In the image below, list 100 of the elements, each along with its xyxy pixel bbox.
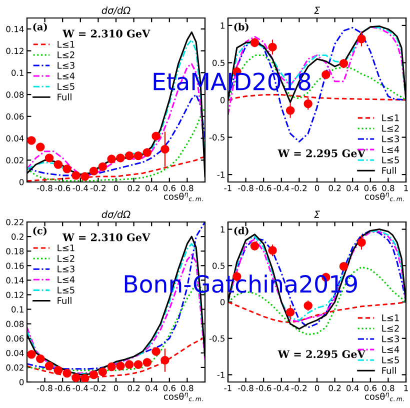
chart-title: dσ/dΩ [102,6,130,15]
x-tick-label: -0.6 [256,184,272,192]
y-tick-label: 0 [220,298,225,306]
legend-label: L≤1 [58,244,74,252]
y-tick-label: 0.12 [6,292,24,298]
legend-label: L≤4 [382,346,400,353]
y-tick-label: 0.18 [6,248,24,254]
y-tick-label: 0.08 [6,320,24,328]
x-tick-label: -0.8 [37,384,52,392]
y-tick-label: 0.04 [6,350,24,356]
chart-title: Σ [314,210,320,218]
legend-label: Full [58,297,72,304]
annotation: (a) [33,22,47,32]
annotation: W = 2.310 GeV [62,30,150,38]
x-tick-label: 0.8 [382,384,394,392]
legend-label: L≤2 [58,51,74,58]
y-tick-label: 0.5 [212,60,224,66]
y-tick-label: 0.06 [6,113,24,120]
x-tick-label: -0.4 [72,384,88,392]
x-tick-label: -0.4 [274,384,290,392]
x-tick-label: 0 [314,184,320,192]
y-tick-label: 0.04 [6,135,24,142]
y-tick-label: 0.14 [6,277,24,284]
y-tick-label: 0.1 [12,70,24,76]
legend-label: Full [382,166,396,174]
x-tick-label: 0 [114,184,118,192]
x-tick-label: -0.6 [54,384,70,392]
annotation: (c) [33,226,47,236]
x-tick-label: 0.2 [328,384,341,392]
legend-label: L≤2 [382,324,399,332]
y-tick-label: 0.2 [12,234,24,240]
x-tick-label: -0.8 [238,184,254,192]
x-tick-label: 0.2 [328,184,341,192]
x-tick-label: 0.2 [128,184,140,192]
y-tick-label: 0 [19,378,24,386]
y-tick-label: -1 [217,372,224,378]
x-tick-label: 0.4 [146,184,158,192]
legend-label: L≤5 [58,286,74,294]
x-axis-title: cosθ$^{η}$$_{c.m.}$ [364,392,404,402]
legend-label: L≤1 [58,40,74,48]
y-tick-label: 0.14 [6,26,24,32]
x-tick-label: 0.8 [181,384,194,392]
legend-label: L≤2 [382,124,399,132]
y-tick-label: 0 [220,96,225,104]
x-tick-label: 0.4 [346,184,359,192]
x-tick-label: 0.6 [163,384,176,392]
y-tick-label: 1 [220,226,224,232]
y-tick-label: 1 [220,22,224,29]
x-tick-label: 0.4 [146,384,158,392]
y-tick-label: 0.22 [6,218,24,226]
y-tick-label: 0 [19,178,24,186]
x-tick-label: 0.2 [128,384,140,392]
legend-label: L≤3 [382,335,399,342]
legend-label: L≤5 [382,356,399,364]
y-tick-label: -0.5 [209,134,224,141]
legend-label: Full [382,366,396,374]
x-tick-label: -0.8 [238,384,254,392]
y-tick-label: 0.06 [6,335,24,342]
annotation: (b) [234,22,248,32]
legend-label: L≤1 [382,114,399,122]
legend-label: L≤5 [382,156,399,164]
x-tick-label: -0.8 [37,184,52,192]
chart-title: dσ/dΩ [102,210,130,219]
x-tick-label: -0.6 [256,384,272,392]
legend-label: L≤4 [58,72,75,80]
annotation: W = 2.295 GeV [278,149,366,158]
x-axis-title: cosθ$^{η}$$_{c.m.}$ [164,192,203,202]
legend-label: L≤1 [382,314,399,322]
y-tick-label: 0.12 [6,48,24,54]
legend-label: L≤3 [58,62,74,69]
legend-label: L≤3 [58,266,74,272]
x-axis-title: cosθ$^{η}$$_{c.m.}$ [364,192,404,202]
x-tick-label: 0.6 [364,184,376,192]
y-tick-label: 0.5 [212,262,224,269]
x-tick-label: -0.2 [90,384,106,392]
y-tick-label: 0.16 [6,262,24,269]
y-tick-label: 0.1 [12,306,24,313]
legend-label: Full [58,93,72,100]
y-tick-label: 0.02 [6,157,24,164]
y-tick-label: -0.5 [209,335,224,342]
x-tick-label: 0.4 [346,384,359,392]
legend-label: L≤5 [58,83,74,90]
x-tick-label: 0.6 [163,184,176,192]
x-tick-label: 0 [314,384,320,392]
y-tick-label: 0.08 [6,92,24,98]
legend-label: L≤4 [58,276,75,283]
x-tick-label: -0.6 [54,184,70,192]
x-tick-label: -0.2 [291,184,306,192]
annotation: W = 2.310 GeV [62,233,150,242]
x-tick-label: 0 [114,384,118,392]
x-tick-label: 1 [404,385,408,392]
annotation: W = 2.295 GeV [278,350,366,358]
x-tick-label: 0.8 [382,184,394,192]
y-tick-label: 0.02 [6,364,24,371]
y-tick-label: -1 [217,172,224,178]
x-tick-label: -0.2 [90,184,106,192]
x-tick-label: -0.4 [72,184,88,192]
x-tick-label: 1 [404,185,408,192]
legend-label: L≤2 [58,255,74,262]
x-axis-title: cosθ$^{η}$$_{c.m.}$ [164,392,203,402]
